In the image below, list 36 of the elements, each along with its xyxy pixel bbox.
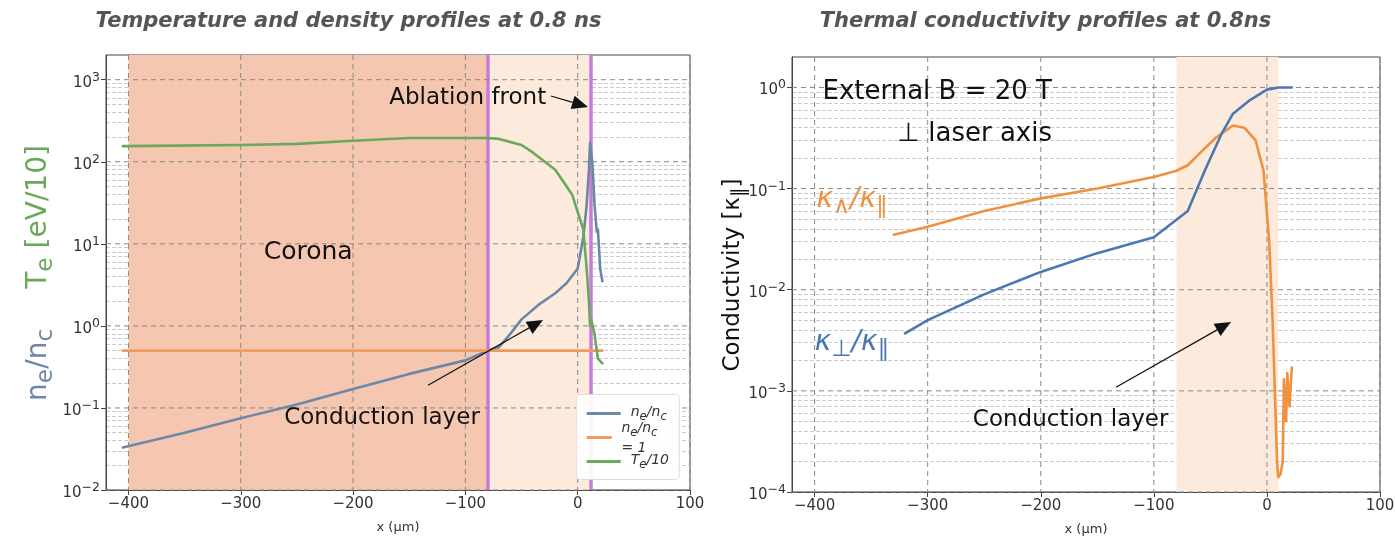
y-tick-label: 10$^{−1}$ [748, 177, 786, 200]
x-tick-label: 100 [1365, 496, 1395, 514]
band-label: Conduction layer [284, 403, 481, 430]
chart-title: Thermal conductivity profiles at 0.8ns [819, 7, 1272, 32]
chart-title: Temperature and density profiles at 0.8 ns [95, 7, 602, 32]
y-tick-label: 10$^{−3}$ [748, 379, 786, 402]
series-label: κ$_{⊥}$/κ$_{∥}$ [814, 323, 890, 363]
x-tick-label: −300 [220, 494, 262, 512]
y-tick-label: 10$^{2}$ [72, 150, 100, 173]
line-series [121, 141, 604, 449]
x-tick-label: −400 [107, 494, 150, 512]
y-tick-label: 10$^{−4}$ [748, 480, 786, 503]
x-tick-label: −100 [1133, 496, 1175, 514]
x-axis-title: x (μm) [376, 519, 420, 534]
line-series [121, 136, 604, 365]
annotation: External B = 20 T ⊥ laser axis [822, 75, 1053, 147]
y-tick-label: 10$^{3}$ [72, 68, 100, 91]
x-tick-label: 0 [1262, 496, 1272, 514]
y-tick-label: 10$^{−2}$ [748, 278, 786, 301]
x-tick-label: −200 [332, 494, 374, 512]
band-label: Corona [263, 236, 353, 266]
y-tick-label: 10$^{−1}$ [62, 396, 100, 419]
y-tick-label: 10$^{1}$ [72, 232, 100, 255]
x-tick-label: −100 [444, 494, 486, 512]
x-tick-label: 0 [572, 494, 583, 512]
y-tick-label: 10$^{0}$ [758, 76, 786, 99]
x-tick-label: −400 [794, 496, 836, 514]
x-tick-label: −200 [1020, 496, 1062, 514]
y-tick-label: 10$^{0}$ [72, 314, 100, 337]
ref-line-label: Ablation front [389, 83, 547, 110]
x-tick-label: 100 [675, 494, 705, 512]
x-tick-label: −300 [907, 496, 949, 514]
y-tick-label: 10$^{−2}$ [62, 478, 100, 501]
band-label: Conduction layer [972, 405, 1169, 432]
x-axis-title: x (μm) [1064, 521, 1108, 536]
series-label: κ$_{∧}$/κ$_{∥}$ [816, 180, 888, 220]
